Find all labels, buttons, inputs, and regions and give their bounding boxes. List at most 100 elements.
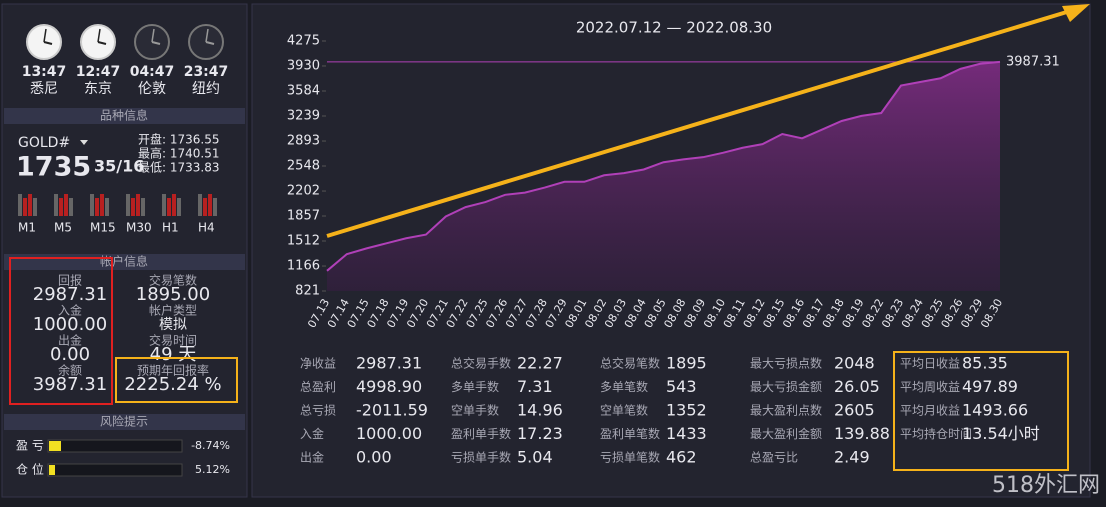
mini-bar — [23, 198, 27, 216]
stat-value: 2605 — [834, 401, 875, 420]
trend-arrow — [326, 6, 1081, 238]
mini-bar — [18, 194, 22, 216]
stat-label: 最大盈利金额 — [750, 426, 822, 441]
mini-bar — [28, 194, 32, 216]
mini-bar — [59, 198, 63, 216]
y-tick-label: 2202 — [287, 184, 320, 199]
timeframe: M5 — [54, 221, 72, 235]
stat-label: 盈利单手数 — [451, 426, 511, 441]
mini-bar — [203, 198, 207, 216]
stat-value: 85.35 — [962, 354, 1008, 373]
mini-bar — [136, 194, 140, 216]
timeframe: M30 — [126, 221, 152, 235]
stat-label: 多单手数 — [451, 379, 499, 394]
stat-value: 497.89 — [962, 377, 1018, 396]
stat-value: 26.05 — [834, 377, 880, 396]
y-tick-label: 1512 — [287, 233, 320, 248]
section-header — [4, 414, 245, 430]
stat-value: 2.49 — [834, 448, 870, 467]
account-value: 2225.24 % — [124, 374, 221, 395]
clock-city: 伦敦 — [138, 81, 166, 97]
stat-label: 平均月收益 — [900, 404, 960, 418]
stats-table: 净收益 2987.31 总盈利 4998.90 总亏损 -2011.59 入金 1000.00… — [300, 354, 1040, 467]
mini-bar — [54, 194, 58, 216]
section-title: 风险提示 — [100, 414, 148, 429]
stat-label: 亏损单笔数 — [600, 450, 660, 465]
clock-hand — [43, 41, 53, 45]
account-label: 回报 — [58, 273, 82, 288]
stat-label: 空单笔数 — [600, 403, 648, 418]
stat-label: 平均持仓时间 — [900, 426, 972, 441]
stat-label: 最大亏损金额 — [750, 379, 822, 394]
mini-bar — [198, 194, 202, 216]
y-tick-label: 1166 — [287, 259, 320, 274]
clock-time: 23:47 — [184, 64, 229, 80]
account-label: 入金 — [58, 303, 82, 318]
risk-fill — [49, 465, 55, 475]
stat-label: 总盈亏比 — [750, 451, 798, 465]
section-title: 品种信息 — [100, 108, 148, 123]
y-tick-label: 3584 — [287, 84, 320, 99]
stat-label: 入金 — [300, 426, 324, 441]
stat-value: 1433 — [666, 424, 707, 443]
arrow-head — [1062, 4, 1090, 22]
quote: 最高: 1740.51 — [138, 146, 219, 161]
risk-value: 5.12% — [195, 463, 230, 476]
stat-label: 最大亏损点数 — [750, 356, 822, 371]
area — [327, 61, 1000, 291]
mini-bar — [126, 194, 130, 216]
clock-hand — [205, 28, 209, 43]
stat-label: 总交易手数 — [451, 356, 511, 371]
clock-hand — [43, 28, 47, 43]
mini-bar — [105, 198, 109, 216]
account-label: 预期年回报率 — [137, 363, 209, 378]
stat-label: 多单笔数 — [600, 379, 648, 394]
risk-track — [47, 463, 183, 477]
stat-value: 1000.00 — [356, 424, 422, 443]
highlight-box — [893, 351, 1069, 471]
mini-bar — [90, 194, 94, 216]
clock-city: 东京 — [84, 81, 112, 97]
stat-label: 空单手数 — [451, 403, 499, 418]
y-tick-label: 4275 — [287, 34, 320, 49]
y-tick-label: 821 — [295, 284, 320, 299]
dropdown — [80, 140, 88, 145]
stat-value: 17.23 — [517, 424, 563, 443]
y-tick-label: 3930 — [287, 58, 320, 73]
stat-label: 出金 — [300, 450, 324, 465]
mini-bar — [95, 198, 99, 216]
timeframe: M1 — [18, 221, 36, 235]
y-tick-label: 2893 — [287, 134, 320, 149]
clock-time: 04:47 — [130, 64, 175, 80]
risk-label: 盈 亏 — [16, 439, 44, 453]
stat-value: 2987.31 — [356, 354, 422, 373]
clock-hand — [205, 41, 215, 45]
account-value: 1895.00 — [136, 284, 210, 305]
stat-label: 平均日收益 — [900, 357, 960, 371]
mini-bar — [177, 198, 181, 216]
highlight-box — [115, 357, 238, 403]
stat-value: 2048 — [834, 354, 875, 373]
clock-time: 12:47 — [76, 64, 121, 80]
stat-label: 最大盈利点数 — [750, 403, 822, 418]
stat-label: 平均周收益 — [900, 380, 960, 394]
stat-label: 总交易笔数 — [600, 356, 660, 371]
mini-bar — [141, 198, 145, 216]
risk-fill — [49, 441, 61, 451]
account-label: 交易时间 — [149, 333, 197, 348]
stat-value: 13.54小时 — [962, 424, 1040, 443]
account-label: 出金 — [58, 333, 82, 348]
stat-value: 7.31 — [517, 377, 553, 396]
timeframe: H1 — [162, 221, 179, 235]
risk-value: -8.74% — [191, 439, 230, 452]
mini-bar — [33, 198, 37, 216]
clock-hand — [151, 28, 155, 43]
stat-value: 139.88 — [834, 424, 890, 443]
mini-bar — [162, 194, 166, 216]
y-tick-label: 1857 — [287, 209, 320, 224]
account-label: 帐户类型 — [149, 303, 197, 318]
stat-value: 1895 — [666, 354, 707, 373]
stat-label: 亏损单手数 — [451, 450, 511, 465]
quote: 最低: 1733.83 — [138, 161, 219, 175]
